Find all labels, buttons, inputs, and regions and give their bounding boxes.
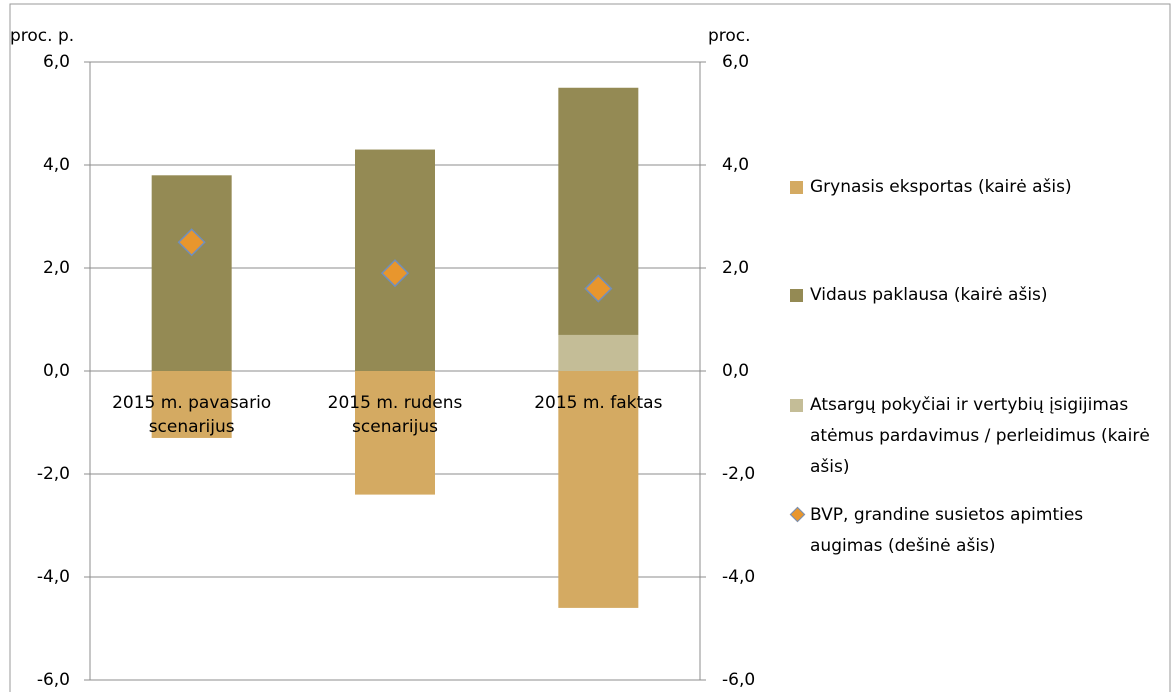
legend-item: Grynasis eksportas (kairė ašis) xyxy=(790,172,1150,203)
y-tick-label: 0,0 xyxy=(43,361,70,381)
legend-swatch xyxy=(790,289,803,302)
x-tick-label: 2015 m. rudens scenarijus xyxy=(327,393,463,437)
legend-item: Vidaus paklausa (kairė ašis) xyxy=(790,280,1150,311)
marker xyxy=(584,274,613,303)
legend-label: Atsargų pokyčiai ir vertybių įsigijimas … xyxy=(810,395,1150,477)
y2-tick-label: -6,0 xyxy=(722,670,755,690)
y-tick-label: -4,0 xyxy=(37,567,70,587)
legend-item: BVP, grandine susietos apimties augimas … xyxy=(789,500,1150,562)
y2-tick-label: 4,0 xyxy=(722,155,749,175)
y2-tick-label: 2,0 xyxy=(722,258,749,278)
y2-tick-label: -4,0 xyxy=(722,567,755,587)
legend-item: Atsargų pokyčiai ir vertybių įsigijimas … xyxy=(790,390,1150,483)
bar xyxy=(558,371,639,608)
legend-label: BVP, grandine susietos apimties augimas … xyxy=(810,505,1084,556)
legend-swatch xyxy=(790,181,803,194)
y2-tick-label: 6,0 xyxy=(722,52,749,72)
bar xyxy=(558,334,639,371)
y-tick-label: 2,0 xyxy=(43,258,70,278)
marker xyxy=(177,228,206,257)
y2-axis-label: proc. xyxy=(708,26,751,46)
y-axis-label: proc. p. xyxy=(10,26,74,46)
y-tick-label: 6,0 xyxy=(43,52,70,72)
y-tick-label: -6,0 xyxy=(37,670,70,690)
x-tick-label: 2015 m. faktas xyxy=(534,393,663,413)
legend-label: Grynasis eksportas (kairė ašis) xyxy=(810,177,1072,197)
y-tick-label: -2,0 xyxy=(37,464,70,484)
y-tick-label: 4,0 xyxy=(43,155,70,175)
frame xyxy=(9,3,1171,692)
y2-tick-label: -2,0 xyxy=(722,464,755,484)
marker xyxy=(380,259,410,288)
legend-swatch xyxy=(789,506,806,523)
legend-swatch xyxy=(790,399,803,412)
bar xyxy=(355,371,435,495)
bar xyxy=(151,175,232,371)
legend-label: Vidaus paklausa (kairė ašis) xyxy=(810,285,1048,305)
x-tick-label: 2015 m. pavasario scenarijus xyxy=(112,393,272,437)
y2-tick-label: 0,0 xyxy=(722,361,749,381)
bar xyxy=(151,371,232,438)
